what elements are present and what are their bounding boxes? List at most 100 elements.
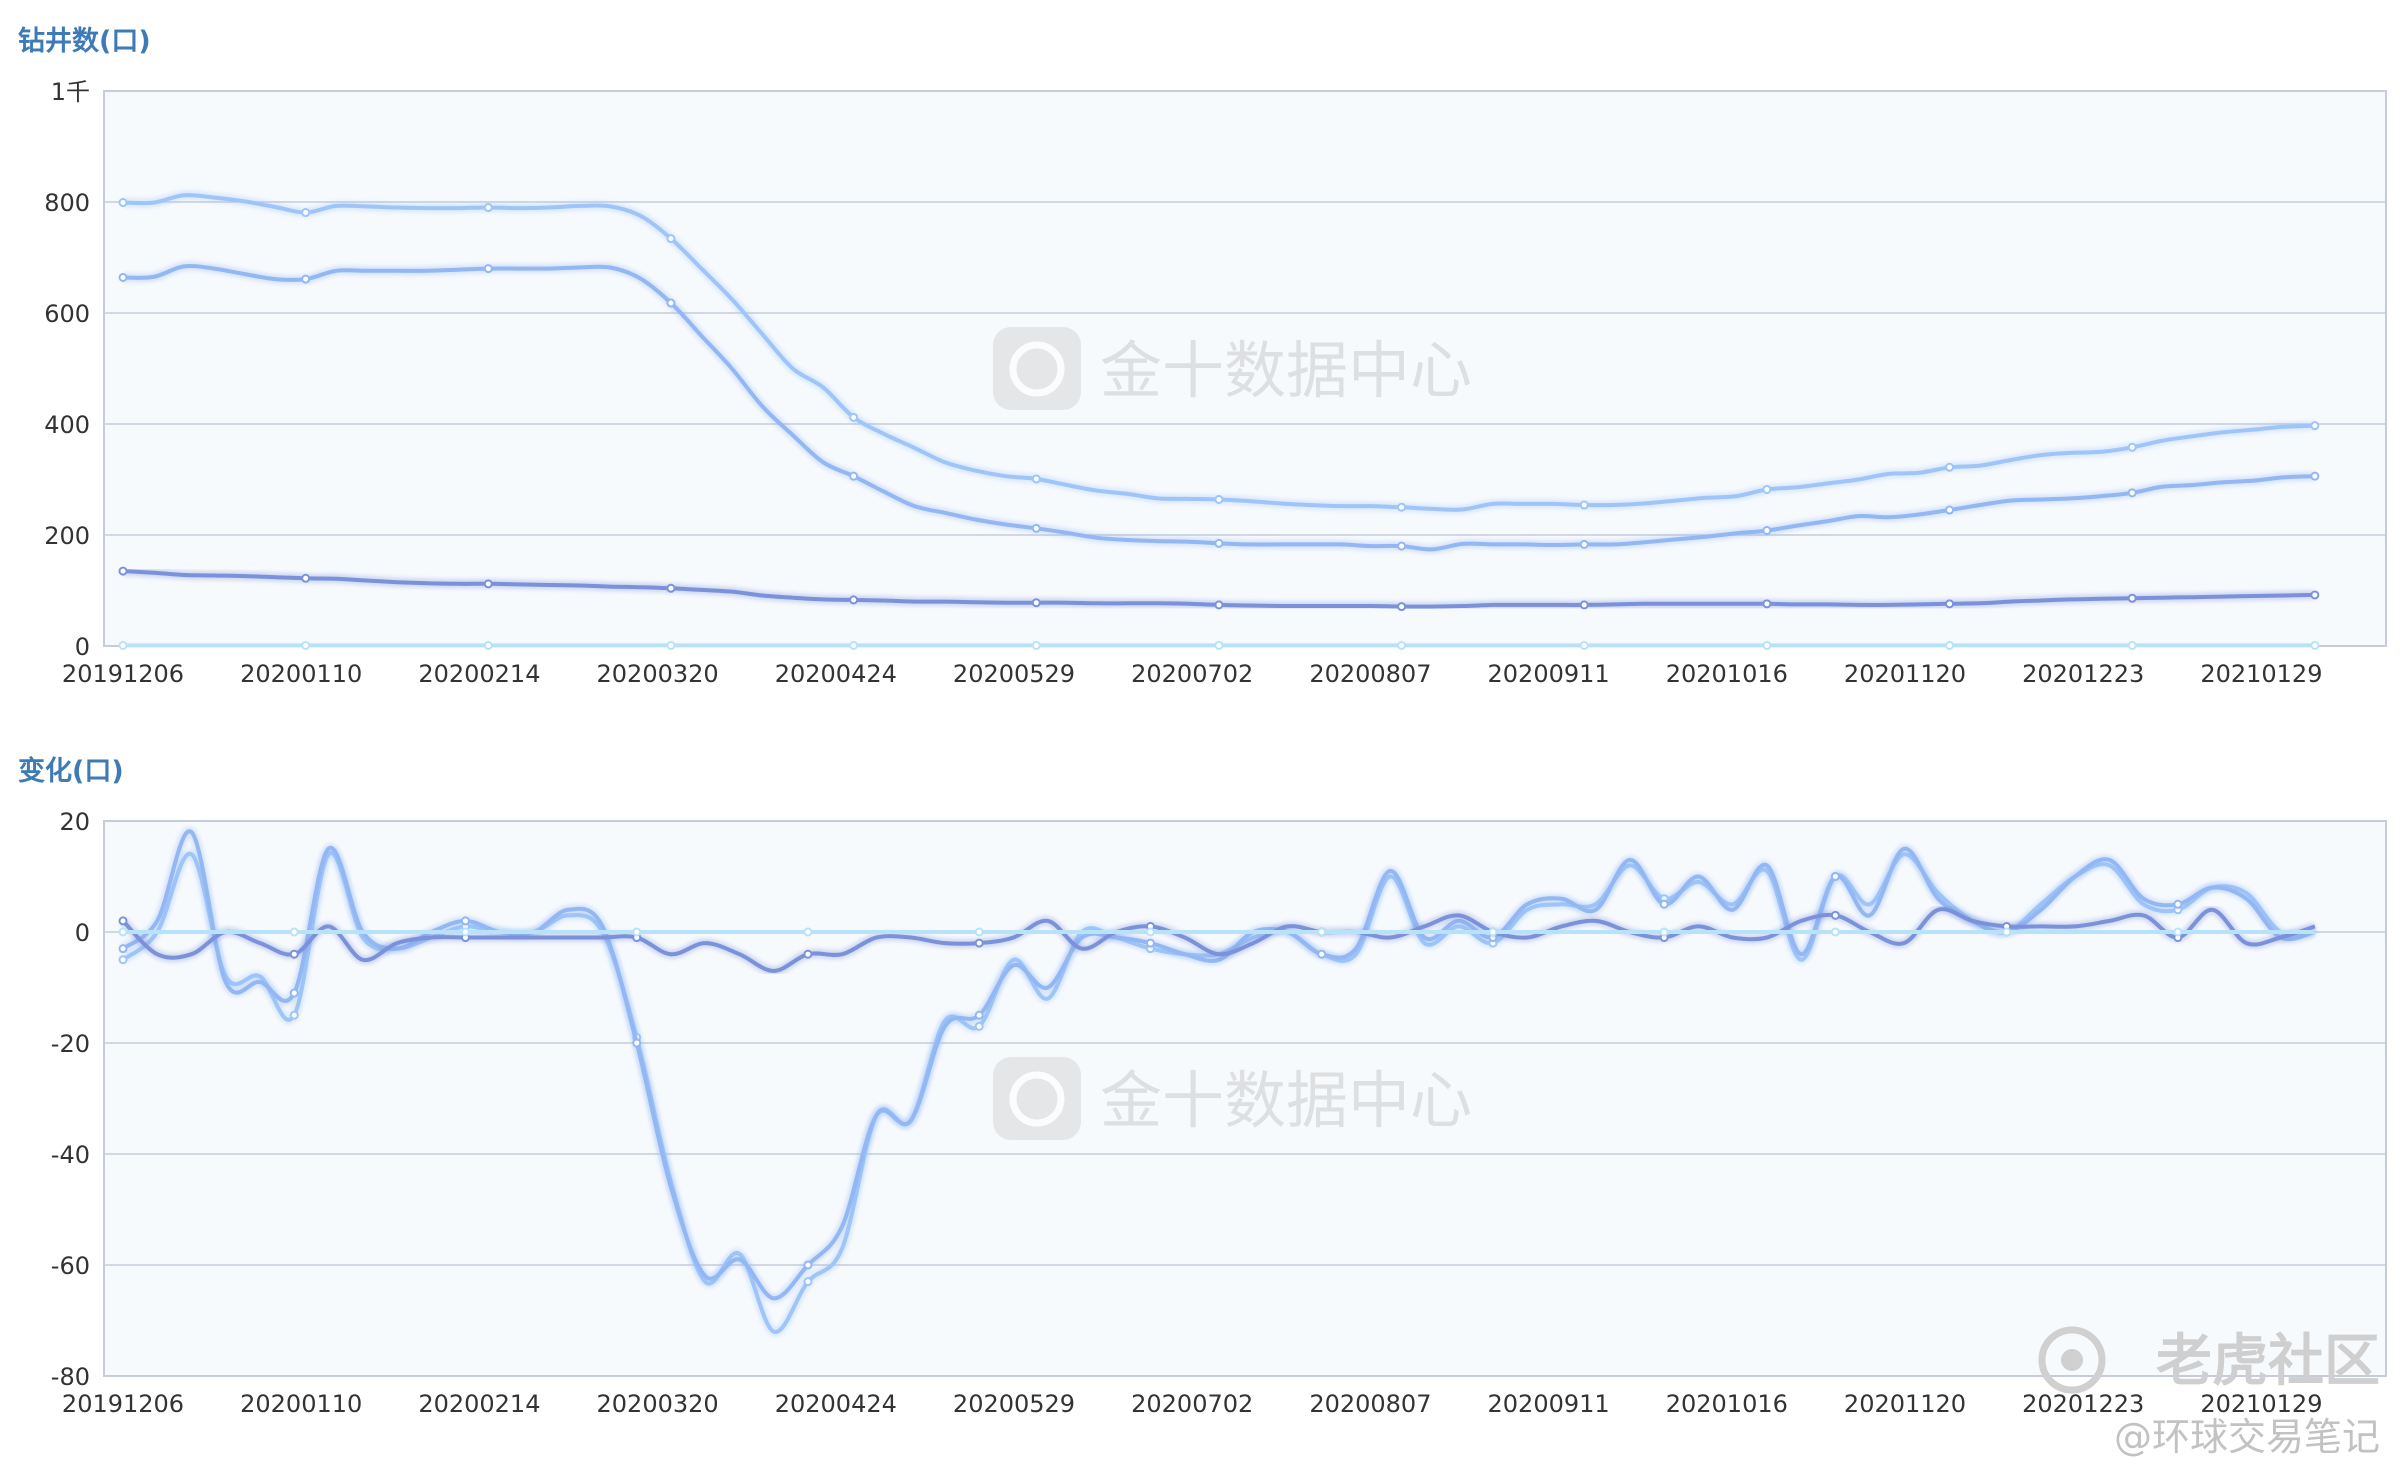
rig-count-series-1-point [301,208,311,218]
tiger-logo-icon [2038,1326,2106,1394]
rig-count-series-4-point [1579,640,1589,650]
rig-count-series-4-point [483,640,493,650]
rig-count-y-tick-label: 200 [44,522,90,550]
rig-count-series-2-point [2127,488,2137,498]
rig-count-y-tick-label: 800 [44,189,90,217]
rig-count-series-2-point [1397,541,1407,551]
change-series-2-point [803,1260,813,1270]
rig-count-x-tick-label: 20200424 [775,660,897,688]
change-series-3-point [974,938,984,948]
change-series-1-point [289,1010,299,1020]
change-x-tick-label: 20200320 [597,1390,719,1418]
rig-count-series-3-point [1031,598,1041,608]
change-x-tick-label: 20200214 [418,1390,540,1418]
rig-count-plot-area [103,90,2387,647]
rig-count-y-tick-label: 400 [44,411,90,439]
change-x-tick-label: 20200702 [1131,1390,1253,1418]
rig-count-series-4-point [118,640,128,650]
rig-count-series-4-point [2127,640,2137,650]
rig-count-x-tick-label: 20200320 [597,660,719,688]
rig-count-series-3-point [849,595,859,605]
rig-count-series-1-point [118,198,128,208]
change-title: 变化(口) [18,755,124,787]
change-series [118,826,2317,1337]
rig-count-series-2-point [1579,539,1589,549]
change-x-tick-label: 20200110 [240,1390,362,1418]
change-y-tick-label: 20 [59,808,90,836]
rig-count-series-1-point [1031,474,1041,484]
change-series-2-point [2173,899,2183,909]
rig-count-x-tick-label: 20200702 [1131,660,1253,688]
change-series-2-point [1830,872,1840,881]
rig-count-series-3-point [1579,600,1589,610]
rig-count-title: 钻井数(口) [18,26,151,57]
change-watermark: 金十数据中心 [993,1057,1472,1140]
change-series-4-point [1659,927,1669,937]
rig-count-series-3-point [118,566,128,576]
rig-count-series-2-point [118,272,128,282]
change-x-tick-label: 20201223 [2022,1390,2144,1418]
change-x-tick-label: 20200807 [1309,1390,1431,1418]
change-x-tick-label: 20201120 [1844,1390,1966,1418]
change-y-tick-label: -60 [51,1252,90,1280]
rig-count-x-axis: 20191206 20200110 20200214 20200320 20200424… [62,660,2323,688]
change-series-3-point [289,949,299,959]
author-handle-text: @环球交易笔记 [2114,1415,2380,1459]
change-x-tick-label: 20200911 [1488,1390,1610,1418]
rig-count-series-1-point [1397,502,1407,512]
change-series-2-point [1317,949,1327,959]
rig-count-x-tick-label: 20201223 [2022,660,2144,688]
change-series-4-point [974,927,984,937]
brand-logo-ring-icon [1009,1071,1065,1127]
rig-count-series-2-point [1031,523,1041,533]
rig-count-x-tick-label: 20200807 [1309,660,1431,688]
brand-logo-icon [993,1057,1081,1140]
change-x-tick-label: 20200424 [775,1390,897,1418]
rig-count-series-1-point [1214,494,1224,504]
rig-count-x-tick-label: 20201120 [1844,660,1966,688]
rig-count-series-2-point [301,274,311,284]
rig-count-series [118,190,2320,650]
tiger-community-text: 老虎社区 [2156,1329,2380,1394]
change-series-2-point [118,944,128,954]
change-y-tick-label: -80 [51,1363,90,1391]
rig-count-x-tick-label: 20200911 [1488,660,1610,688]
rig-count-series-2-point [1945,505,1955,515]
change-series-2-point [632,1038,642,1048]
rig-count-series-3-point [666,583,676,593]
rig-count-series-3-point [1762,599,1772,609]
rig-count-series-4-point [1945,640,1955,650]
change-x-tick-label: 20200529 [953,1390,1075,1418]
rig-count-series-4-point [2310,640,2320,650]
rig-count-series-1-point [483,203,493,213]
change-series-2-point [289,988,299,998]
rig-count-series-3-point [1945,599,1955,609]
change-plot-area [103,820,2387,1377]
change-x-axis: 20191206 20200110 20200214 20200320 20200424… [62,1390,2323,1418]
rig-count-series-1-point [849,412,859,422]
rig-count-series-3-point [2310,590,2320,600]
rig-count-series-4-point [666,640,676,650]
change-x-tick-label: 20191206 [62,1390,184,1418]
change-y-tick-label: -20 [51,1030,90,1058]
rig-count-series-1-point [2310,421,2320,431]
rig-count-series-4-point [1214,640,1224,650]
rig-count-series-4-point [1762,640,1772,650]
change-series-1-point [118,955,128,965]
rig-count-series-3-point [301,573,311,583]
rig-count-series-4-point [301,640,311,650]
rig-count-watermark: 金十数据中心 [993,327,1472,410]
rig-count-y-tick-label: 600 [44,300,90,328]
change-series-1-point [974,1021,984,1031]
rig-count-series-1-point [1762,484,1772,494]
change-series-4-point [2002,927,2012,937]
rig-count-series-4-point [849,640,859,650]
change-series-2-point [974,1010,984,1020]
change-series-4-point [1830,927,1840,937]
change-series-4-point [1488,927,1498,937]
rig-count-series-4-point [1031,640,1041,650]
rig-count-series-2-point [666,298,676,308]
